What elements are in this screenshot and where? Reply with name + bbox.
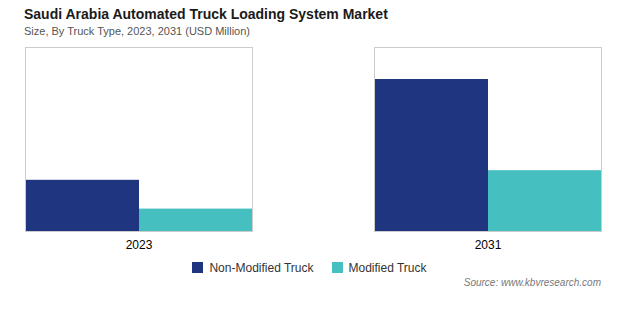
html-text:Non-Modified Truck: Non-Modified Truck — [209, 261, 314, 275]
html-text:Source: www.kbvresearch.com: Source: www.kbvresearch.com — [463, 277, 601, 288]
svg-text:2023: 2023 — [126, 238, 153, 252]
svg-text:2031: 2031 — [475, 238, 502, 252]
html-text:Saudi Arabia Automated Truck L: Saudi Arabia Automated Truck Loading Sys… — [24, 6, 388, 22]
html-text:Modified Truck: Modified Truck — [348, 261, 427, 275]
html-text:Size, By Truck Type, 2023, 203: Size, By Truck Type, 2023, 2031 (USD Mil… — [24, 25, 250, 37]
